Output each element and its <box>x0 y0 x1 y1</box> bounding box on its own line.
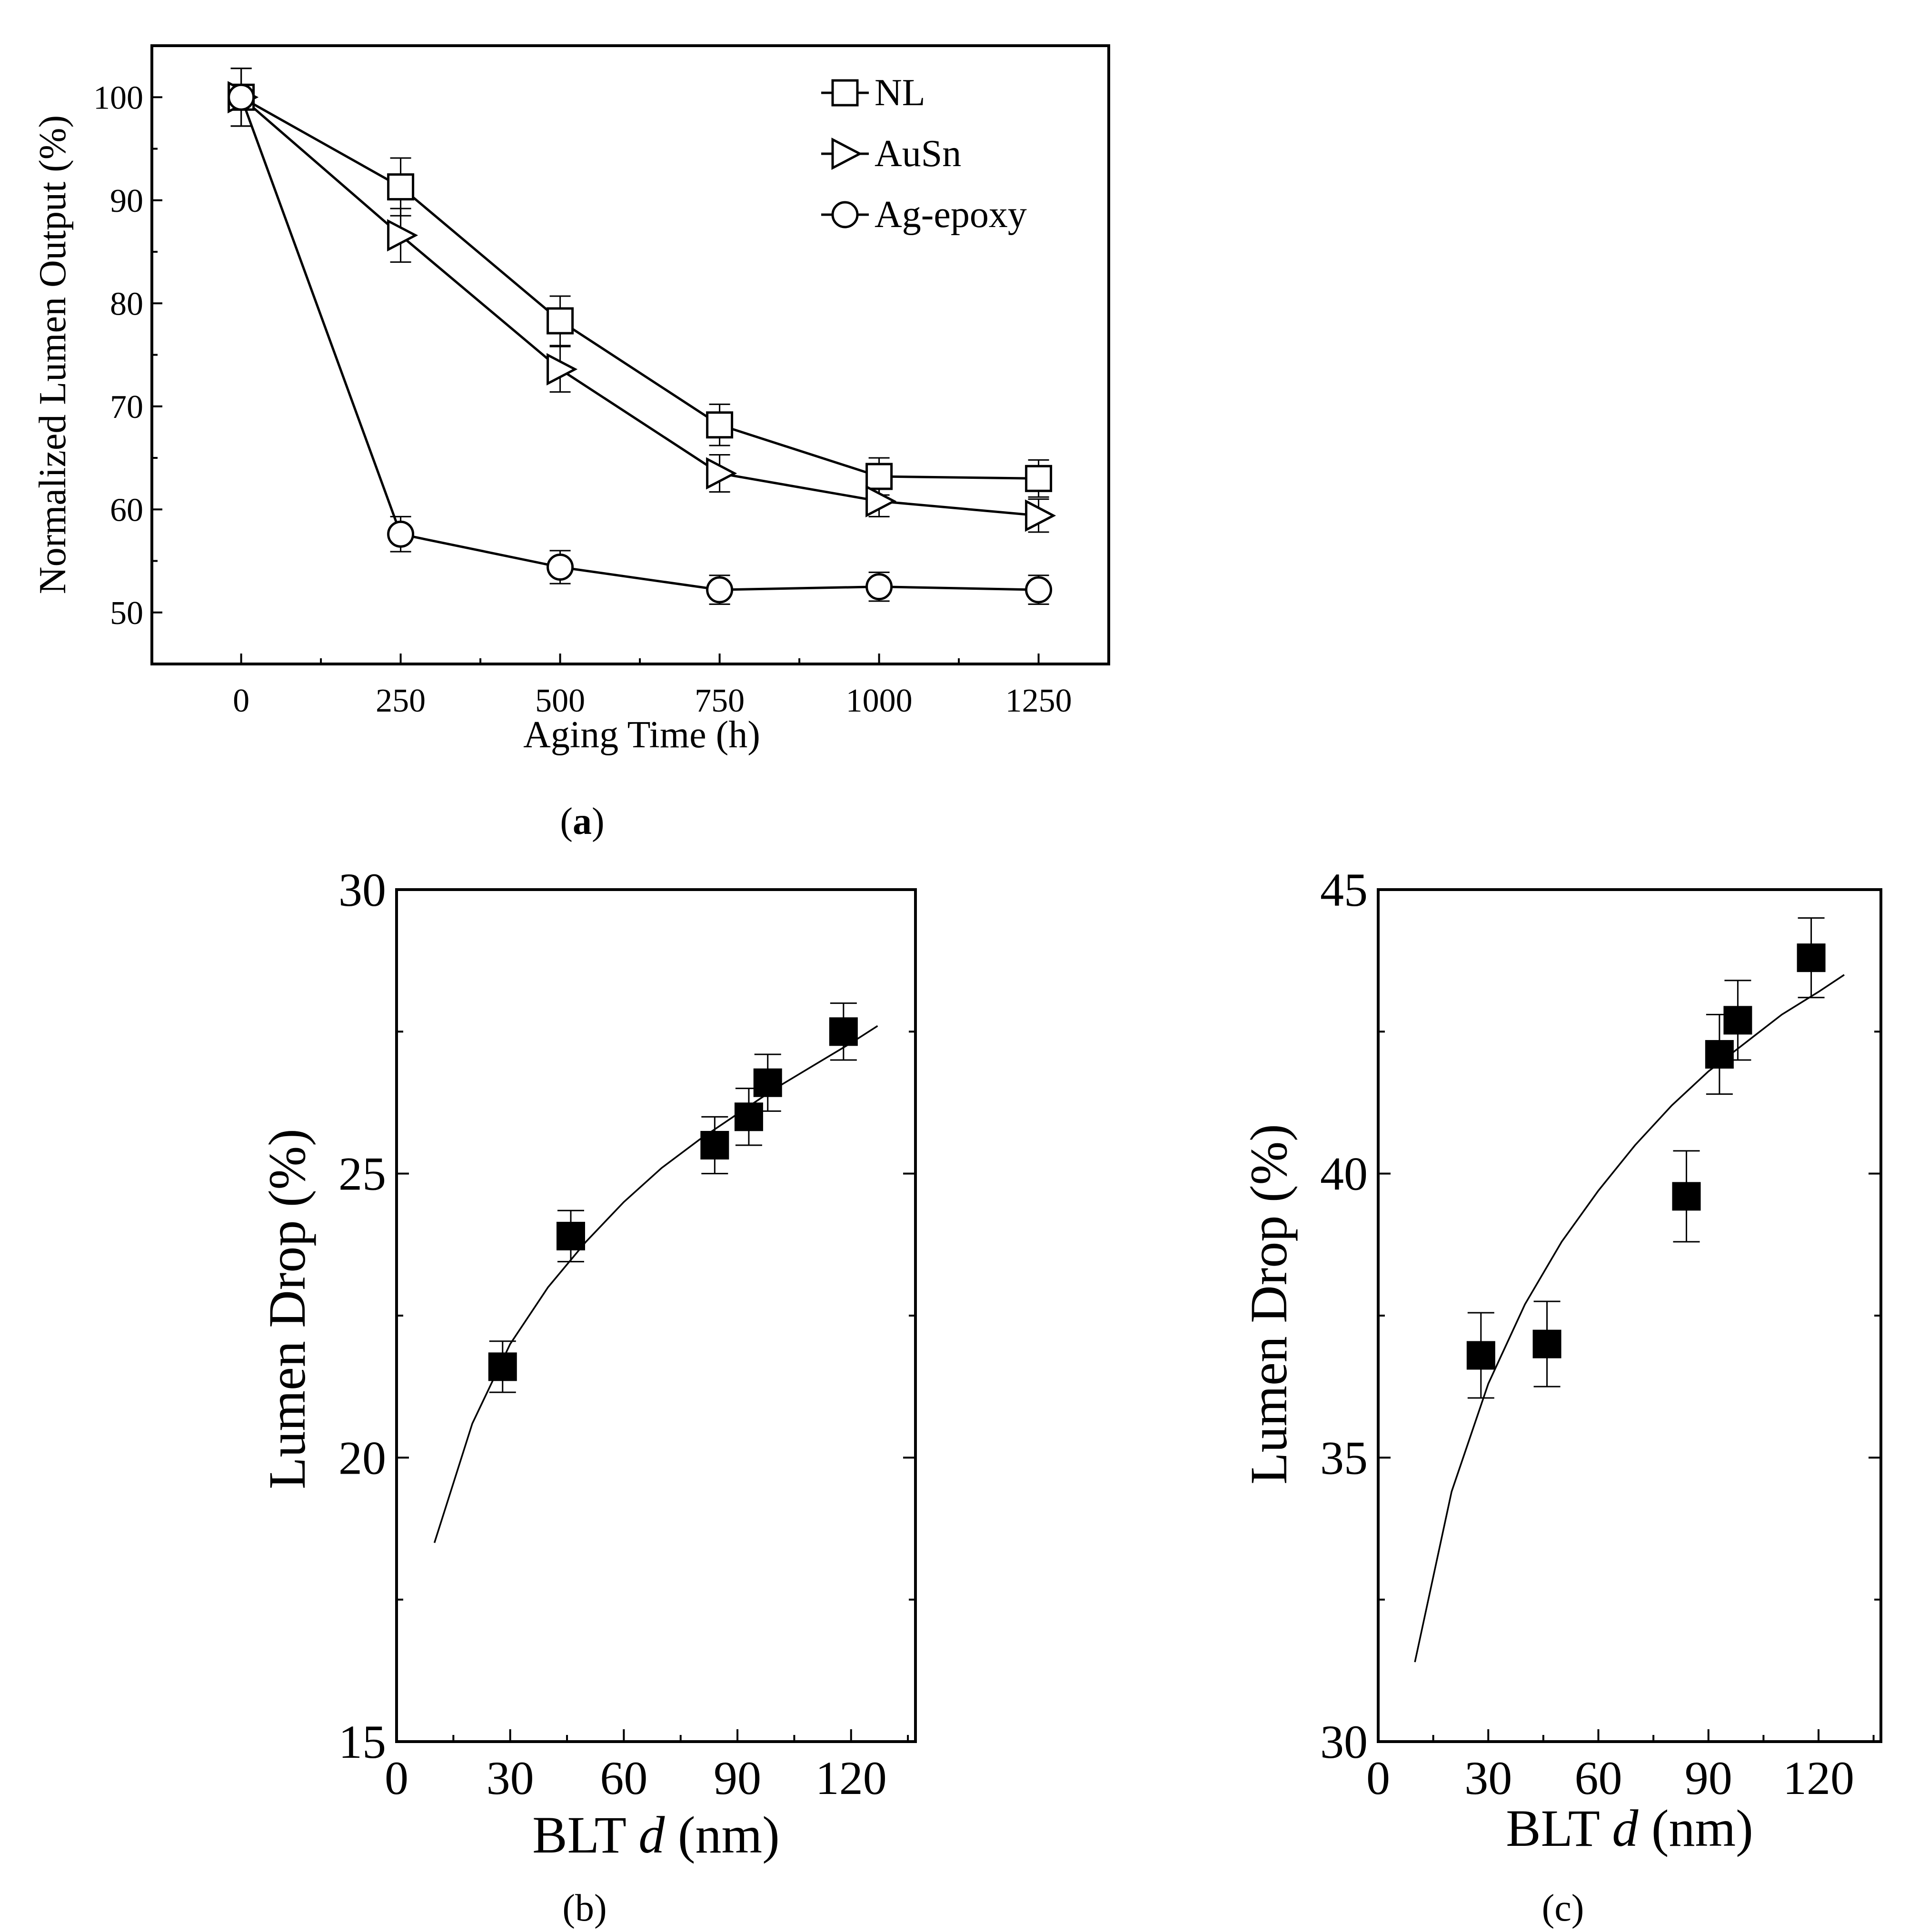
panel-a-chart: 0 250 500 750 1000 1250 50 60 70 80 90 100 Aging Ti… <box>32 44 1110 842</box>
x-axis-label-post: (nm) <box>665 1806 779 1864</box>
x-tick-label: 750 <box>695 683 745 719</box>
plot-frame <box>150 44 1110 665</box>
y-tick-label: 25 <box>338 1148 386 1200</box>
series-line-ag-epoxy <box>240 97 1039 591</box>
y-tick-label: 15 <box>338 1715 386 1768</box>
data-point-ausn <box>387 219 418 252</box>
data-point <box>488 1352 517 1381</box>
y-tick-label: 60 <box>110 492 143 528</box>
y-tick-label: 70 <box>110 389 143 426</box>
y-tick-label: 30 <box>1320 1715 1368 1768</box>
data-point <box>829 1017 858 1046</box>
x-tick-label: 1250 <box>1005 683 1072 719</box>
x-tick-label: 1000 <box>846 683 913 719</box>
legend-marker-ag-epoxy <box>831 201 859 228</box>
data-point-ausn <box>865 485 897 517</box>
x-tick-label: 120 <box>815 1752 887 1804</box>
x-tick-label: 250 <box>376 683 426 719</box>
caption-open-paren: ( <box>560 801 573 842</box>
y-tick-label: 100 <box>93 79 143 116</box>
x-tick-label: 90 <box>714 1752 761 1804</box>
x-tick-label: 500 <box>535 683 585 719</box>
y-tick-label: 40 <box>1320 1148 1368 1200</box>
data-point-ag-epoxy <box>228 83 255 111</box>
x-tick-label: 30 <box>1464 1752 1512 1804</box>
data-point <box>1672 1182 1701 1211</box>
y-tick-label: 45 <box>1320 863 1368 916</box>
data-point-ag-epoxy <box>387 520 415 548</box>
y-axis-label: Lumen Drop (%) <box>1240 1124 1298 1485</box>
data-point <box>556 1221 585 1250</box>
fit-curve <box>1414 974 1845 1663</box>
y-tick-label: 35 <box>1320 1431 1368 1484</box>
legend: NL AuSn Ag-epoxy <box>821 72 1027 236</box>
panel-b-caption: (b) <box>562 1887 607 1929</box>
x-axis-label-var: d <box>1612 1799 1639 1857</box>
data-point <box>734 1102 763 1131</box>
data-point-nl <box>1025 465 1053 492</box>
data-point-ausn <box>547 353 578 386</box>
caption-letter: a <box>573 801 592 842</box>
data-point-ag-epoxy <box>865 573 893 601</box>
data-point <box>1705 1040 1734 1069</box>
y-tick-label: 20 <box>338 1431 386 1484</box>
x-axis-label-pre: BLT <box>532 1806 638 1864</box>
data-point <box>1532 1329 1561 1358</box>
panel-b-chart: 0 30 60 90 120 15 20 25 30 BLT d (nm) Lumen Drop… <box>258 863 917 1929</box>
legend-label: NL <box>875 72 925 114</box>
caption-close-paren: ) <box>592 801 605 842</box>
data-point <box>1466 1341 1495 1370</box>
x-tick-label: 120 <box>1783 1752 1854 1804</box>
x-tick-label: 60 <box>600 1752 647 1804</box>
data-point <box>1723 1006 1752 1035</box>
data-point <box>1797 943 1826 972</box>
x-tick-label: 30 <box>487 1752 534 1804</box>
y-tick-label: 90 <box>110 183 143 219</box>
data-point-nl <box>706 411 734 439</box>
fit-curve <box>433 1025 878 1543</box>
x-axis-label-var: d <box>638 1806 665 1864</box>
legend-label: Ag-epoxy <box>875 194 1027 236</box>
series-line-ausn <box>240 96 1039 517</box>
legend-label: AuSn <box>875 133 961 175</box>
x-axis-label: Aging Time (h) <box>523 714 760 756</box>
y-tick-label: 50 <box>110 595 143 632</box>
legend-marker-ausn <box>831 137 863 170</box>
x-tick-label: 0 <box>385 1752 408 1804</box>
data-point-ausn <box>706 457 737 490</box>
data-point <box>700 1131 729 1159</box>
data-point <box>753 1068 782 1097</box>
data-point-nl <box>547 307 574 335</box>
y-axis-label: Lumen Drop (%) <box>258 1129 316 1489</box>
legend-marker-nl <box>831 79 859 107</box>
data-point-ag-epoxy <box>706 576 734 604</box>
x-axis-label-post: (nm) <box>1638 1799 1753 1857</box>
x-tick-label: 60 <box>1574 1752 1622 1804</box>
y-axis-label: Normalized Lumen Output (%) <box>32 115 74 594</box>
x-tick-label: 90 <box>1685 1752 1732 1804</box>
data-point-ag-epoxy <box>547 553 574 581</box>
x-tick-label: 0 <box>233 683 249 719</box>
x-tick-label: 0 <box>1366 1752 1390 1804</box>
series-line-nl <box>240 96 1039 480</box>
x-axis-label: BLT d (nm) <box>1506 1799 1753 1857</box>
panel-a-caption: (a) <box>560 801 604 842</box>
data-point-ag-epoxy <box>1025 576 1053 604</box>
y-tick-label: 80 <box>110 286 143 322</box>
x-axis-label: BLT d (nm) <box>532 1806 780 1864</box>
plot-frame <box>1377 888 1882 1743</box>
data-point-nl <box>387 173 415 201</box>
x-axis-label-pre: BLT <box>1506 1799 1612 1857</box>
panel-c-caption: (c) <box>1542 1887 1584 1929</box>
data-point-ausn <box>1025 499 1056 532</box>
y-tick-label: 30 <box>338 863 386 916</box>
data-point-nl <box>865 463 893 490</box>
